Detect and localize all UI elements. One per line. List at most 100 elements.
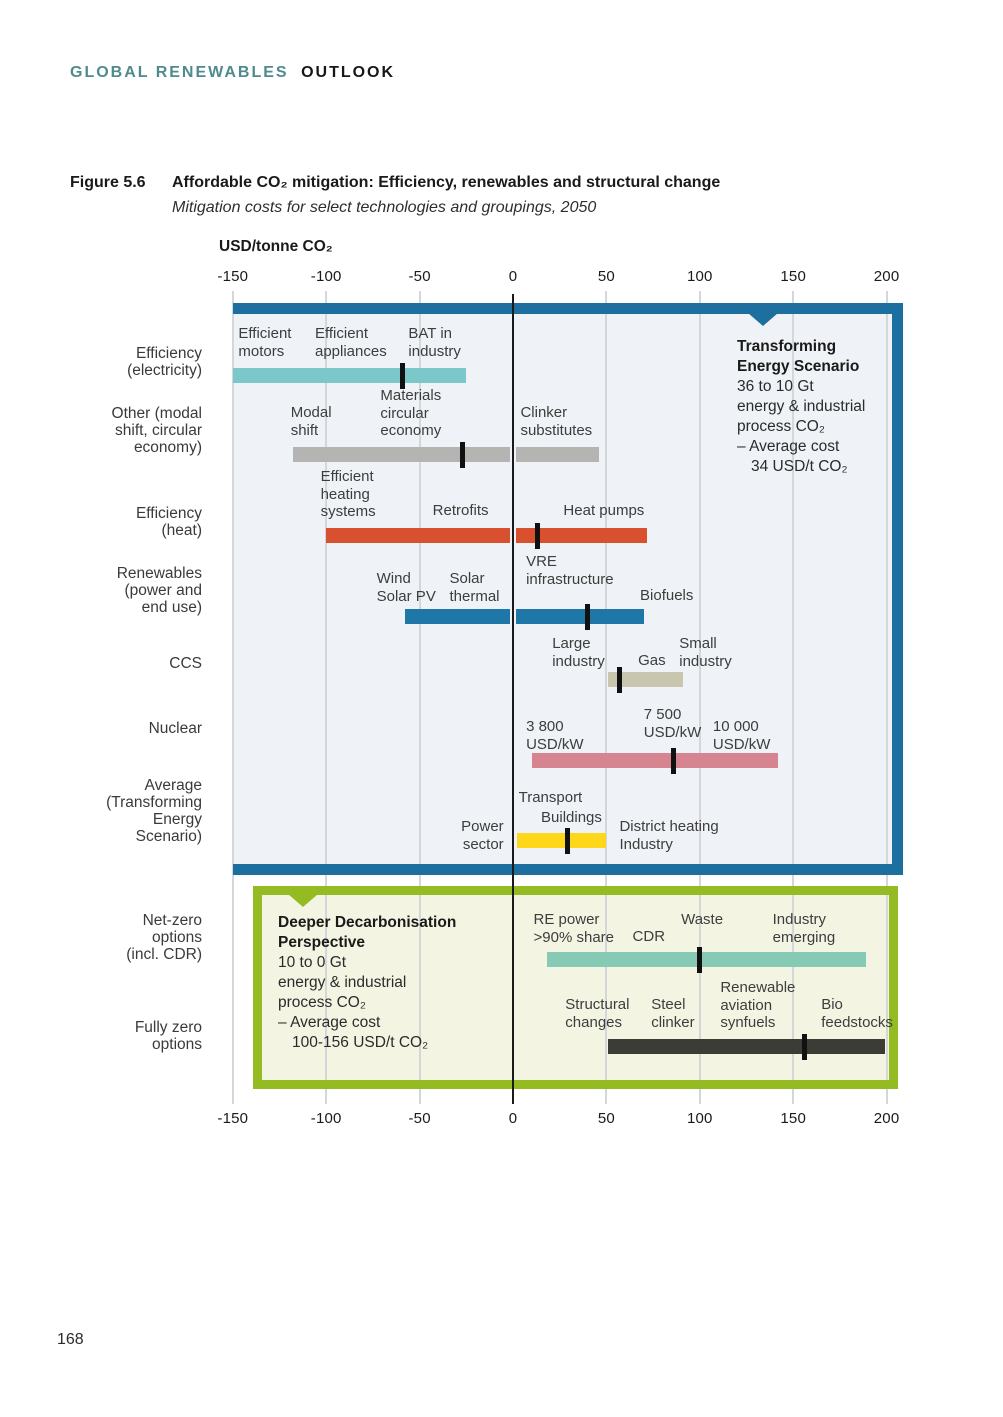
axis-label-top-50: 50 <box>597 268 615 285</box>
text-line: Other (modal <box>111 405 202 422</box>
average-tick-other-modal-shift-circular-economy <box>460 441 466 468</box>
average-tick-efficiency-electricity <box>400 362 406 389</box>
axis-label-bottom-50: 50 <box>597 1110 615 1127</box>
text-line: Buildings <box>541 809 602 826</box>
text-line: Industry <box>772 911 826 928</box>
annotation-line: Energy Scenario <box>737 358 860 375</box>
text-line: CDR <box>632 928 666 945</box>
axis-label-top-200: 200 <box>873 268 900 285</box>
figure-title: Affordable CO₂ mitigation: Efficiency, r… <box>172 174 721 191</box>
bar-item-label-ccs-0: Large industry <box>552 635 605 670</box>
bar-item-label-renewables-power-end-use-0: Wind Solar PV <box>377 570 436 605</box>
scenario-box-border-top-deeper-decarbonisation-perspective <box>253 886 898 895</box>
annotation-line: – Average cost <box>278 1014 381 1031</box>
text-line: (heat) <box>161 522 203 539</box>
text-line: Renewables <box>116 565 202 582</box>
scenario-box-fill-transforming-energy-scenario <box>233 303 903 875</box>
gridline--150 <box>231 291 234 1104</box>
category-label-renewables-power-end-use: Renewables (power and end use) <box>0 565 202 616</box>
text-line: shift, circular <box>115 422 202 439</box>
axis-unit-label: USD/tonne CO₂ <box>219 238 333 255</box>
category-label-other-modal-shift-circular-economy: Other (modal shift, circular economy) <box>0 405 202 456</box>
annotation-line: 100-156 USD/t CO₂ <box>292 1034 429 1051</box>
text-line: Wind <box>376 570 411 587</box>
bar-efficiency-heat-seg2 <box>515 528 648 543</box>
text-line: Solar <box>449 570 485 587</box>
category-label-nuclear: Nuclear <box>0 720 202 737</box>
axis-label-bottom-100: 100 <box>686 1110 713 1127</box>
text-line: Steel <box>651 996 686 1013</box>
axis-label-top--150: -150 <box>217 268 249 285</box>
text-line: USD/kW <box>643 723 702 741</box>
annotation-line: – Average cost <box>737 438 840 455</box>
bar-item-label-net-zero-options-incl-cdr-2: Waste <box>681 911 723 929</box>
page-number: 168 <box>57 1331 84 1348</box>
category-label-fully-zero-options: Fully zero options <box>0 1019 202 1053</box>
scenario-box-border-bottom-transforming-energy-scenario <box>233 864 903 875</box>
scenario-box-border-top-transforming-energy-scenario <box>233 303 903 314</box>
text-line: substitutes <box>520 421 593 439</box>
text-line: USD/kW <box>526 735 584 753</box>
text-line: Transport <box>518 789 583 806</box>
bar-net-zero-options-incl-cdr <box>546 952 867 967</box>
category-label-average-transforming-energy-scenario: Average (Transforming Energy Scenario) <box>0 777 202 845</box>
scenario-box-fill-deeper-decarbonisation-perspective <box>253 886 898 1089</box>
text-line: 7 500 <box>643 706 682 723</box>
bar-item-label-other-modal-shift-circular-economy-0: Modal shift <box>291 404 332 439</box>
average-tick-fully-zero-options <box>801 1033 807 1060</box>
text-line: heating <box>320 485 370 503</box>
bar-ccs <box>608 672 683 687</box>
text-line: Retrofits <box>432 502 489 519</box>
average-tick-nuclear <box>671 747 677 774</box>
bar-renewables-power-end-use-seg1 <box>404 609 510 624</box>
bar-item-label-net-zero-options-incl-cdr-1: CDR <box>633 928 666 946</box>
scenario-box-border-left-deeper-decarbonisation-perspective <box>253 886 262 1089</box>
annotation-line: energy & industrial <box>737 398 866 415</box>
axis-label-bottom-150: 150 <box>780 1110 806 1127</box>
axis-label-bottom--100: -100 <box>310 1110 342 1127</box>
scenario-annotation-transforming-energy-scenario: Transforming Energy Scenario 36 to 10 Gt en… <box>737 337 865 477</box>
scenario-box-border-bottom-deeper-decarbonisation-perspective <box>253 1080 898 1089</box>
average-tick-ccs <box>616 666 622 693</box>
text-line: Efficiency <box>135 345 202 362</box>
scenario-box-border-right-transforming-energy-scenario <box>892 303 903 875</box>
bar-item-label-efficiency-heat-0: Efficient heating systems <box>321 468 376 521</box>
text-line: options <box>152 929 202 946</box>
text-line: Efficient <box>314 325 369 342</box>
bar-item-label-net-zero-options-incl-cdr-0: RE power >90% share <box>534 911 614 946</box>
annotation-line: Transforming <box>737 338 837 355</box>
bar-item-label-nuclear-0: 3 800 USD/kW <box>526 718 584 753</box>
text-line: Efficient <box>320 468 374 485</box>
text-line: Waste <box>681 911 724 928</box>
text-line: emerging <box>772 928 836 946</box>
text-line: Nuclear <box>148 720 202 737</box>
axis-label-top-150: 150 <box>780 268 806 285</box>
gridline-100 <box>698 291 701 1104</box>
bar-efficiency-heat-seg1 <box>326 528 510 543</box>
text-line: CCS <box>169 655 202 672</box>
annotation-line: 36 to 10 Gt <box>737 378 814 395</box>
axis-label-bottom-200: 200 <box>873 1110 900 1127</box>
text-line: USD/kW <box>712 735 771 753</box>
text-line: (Transforming <box>106 794 202 811</box>
text-line: VRE <box>526 553 557 570</box>
zero-axis-line <box>512 294 514 1104</box>
bar-item-label-efficiency-electricity-1: Efficient appliances <box>315 325 387 360</box>
bar-renewables-power-end-use-seg2 <box>515 609 644 624</box>
annotation-line: 10 to 0 Gt <box>278 954 347 971</box>
text-line: industry <box>552 652 605 670</box>
bar-item-label-nuclear-2: 10 000 USD/kW <box>713 718 771 753</box>
category-label-efficiency-heat: Efficiency (heat) <box>0 505 202 539</box>
gridline--50 <box>418 291 421 1104</box>
bar-item-label-other-modal-shift-circular-economy-1: Materials circular economy <box>380 387 441 440</box>
gridline--100 <box>325 291 328 1104</box>
bar-other-modal-shift-circular-economy-seg2 <box>515 447 599 462</box>
text-line: circular <box>380 404 429 422</box>
bar-item-label-average-transforming-energy-scenario-2: Buildings <box>541 809 602 827</box>
average-tick-net-zero-options-incl-cdr <box>697 946 703 973</box>
text-line: Renewable <box>720 979 796 996</box>
bar-nuclear <box>531 753 779 768</box>
text-line: infrastructure <box>526 570 614 588</box>
text-line: motors <box>238 342 285 360</box>
